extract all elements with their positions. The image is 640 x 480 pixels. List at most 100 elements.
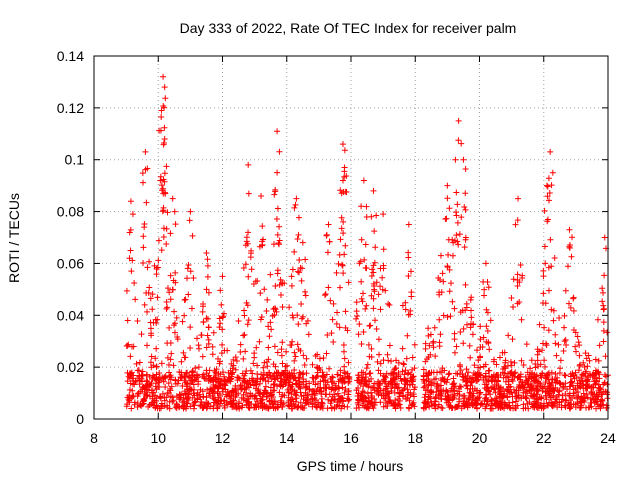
data-point bbox=[174, 380, 181, 387]
data-point bbox=[518, 357, 525, 364]
data-point bbox=[402, 299, 409, 306]
data-point bbox=[262, 377, 269, 384]
data-point bbox=[345, 391, 352, 398]
data-point bbox=[443, 379, 450, 386]
data-point bbox=[174, 333, 181, 340]
data-point bbox=[437, 277, 444, 284]
data-point bbox=[261, 387, 268, 394]
data-point bbox=[451, 305, 458, 312]
data-point bbox=[445, 236, 452, 243]
data-point bbox=[371, 286, 378, 293]
data-point bbox=[508, 376, 515, 383]
data-point bbox=[176, 396, 183, 403]
data-point bbox=[356, 404, 363, 411]
data-point bbox=[240, 355, 247, 362]
data-point bbox=[565, 300, 572, 307]
data-point bbox=[152, 316, 159, 323]
data-point bbox=[371, 228, 378, 235]
data-point bbox=[370, 305, 377, 312]
data-point bbox=[523, 341, 530, 348]
data-point bbox=[574, 333, 581, 340]
data-point bbox=[127, 380, 134, 387]
data-point bbox=[562, 372, 569, 379]
data-point bbox=[129, 257, 136, 264]
data-point bbox=[285, 382, 292, 389]
peak-data-point bbox=[370, 187, 377, 194]
data-point bbox=[276, 389, 283, 396]
data-point bbox=[354, 313, 361, 320]
data-point bbox=[601, 371, 608, 378]
data-point bbox=[195, 342, 202, 349]
data-point bbox=[324, 249, 331, 256]
data-point bbox=[362, 395, 369, 402]
data-point bbox=[334, 390, 341, 397]
data-point bbox=[143, 342, 150, 349]
data-point bbox=[345, 279, 352, 286]
data-point bbox=[243, 401, 250, 408]
data-point bbox=[451, 336, 458, 343]
data-point bbox=[211, 384, 218, 391]
data-point bbox=[341, 147, 348, 154]
data-point bbox=[313, 364, 320, 371]
data-point bbox=[342, 324, 349, 331]
data-point bbox=[360, 383, 367, 390]
data-point bbox=[290, 314, 297, 321]
data-point bbox=[380, 246, 387, 253]
data-point bbox=[488, 396, 495, 403]
peak-data-point bbox=[274, 169, 281, 176]
data-point bbox=[207, 385, 214, 392]
data-point bbox=[260, 369, 267, 376]
data-point bbox=[261, 286, 268, 293]
data-point bbox=[235, 398, 242, 405]
data-point bbox=[295, 214, 302, 221]
data-point bbox=[222, 382, 229, 389]
data-point bbox=[325, 284, 332, 291]
data-point bbox=[131, 401, 138, 408]
data-point bbox=[152, 375, 159, 382]
data-point bbox=[228, 371, 235, 378]
data-point bbox=[181, 297, 188, 304]
data-point bbox=[373, 212, 380, 219]
data-point bbox=[131, 279, 138, 286]
data-point bbox=[467, 296, 474, 303]
data-point bbox=[510, 276, 517, 283]
data-point bbox=[291, 204, 298, 211]
data-point bbox=[329, 374, 336, 381]
data-point bbox=[427, 388, 434, 395]
data-point bbox=[588, 389, 595, 396]
data-point bbox=[404, 386, 411, 393]
data-point bbox=[408, 289, 415, 296]
data-point bbox=[334, 309, 341, 316]
data-point bbox=[319, 400, 326, 407]
data-point bbox=[483, 323, 490, 330]
peak-data-point bbox=[405, 221, 412, 228]
data-point bbox=[164, 304, 171, 311]
data-point bbox=[146, 401, 153, 408]
data-point bbox=[154, 264, 161, 271]
data-point bbox=[302, 384, 309, 391]
data-point bbox=[463, 378, 470, 385]
data-point bbox=[300, 313, 307, 320]
data-point bbox=[144, 391, 151, 398]
data-point bbox=[230, 400, 237, 407]
data-point bbox=[397, 405, 404, 412]
data-point bbox=[283, 348, 290, 355]
data-point bbox=[396, 401, 403, 408]
data-point bbox=[256, 380, 263, 387]
data-point bbox=[317, 384, 324, 391]
data-point bbox=[161, 124, 168, 131]
data-point bbox=[190, 274, 197, 281]
data-point bbox=[437, 390, 444, 397]
data-point bbox=[294, 268, 301, 275]
data-point bbox=[411, 341, 418, 348]
data-point bbox=[383, 385, 390, 392]
data-point bbox=[169, 394, 176, 401]
data-point bbox=[367, 322, 374, 329]
data-point bbox=[206, 390, 213, 397]
data-point bbox=[575, 339, 582, 346]
data-point bbox=[356, 321, 363, 328]
data-point bbox=[316, 355, 323, 362]
data-point bbox=[340, 270, 347, 277]
data-point bbox=[360, 328, 367, 335]
data-point bbox=[278, 378, 285, 385]
